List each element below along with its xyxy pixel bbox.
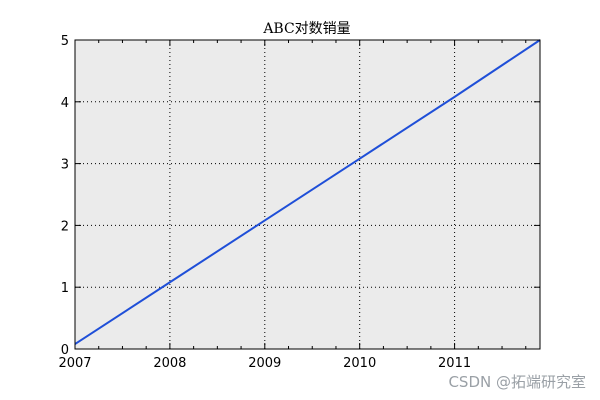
axis-ticks: 2007 2008 2009 2010 2011 0 1 2 3 4 5: [58, 34, 540, 371]
y-tick-label: 4: [61, 96, 69, 111]
y-tick-label: 2: [61, 219, 69, 234]
y-tick-label: 0: [61, 343, 69, 358]
y-tick-label: 5: [61, 34, 69, 49]
x-tick-label: 2007: [58, 356, 91, 371]
x-tick-label: 2009: [248, 356, 281, 371]
x-tick-label: 2008: [153, 356, 186, 371]
watermark: CSDN @拓端研究室: [448, 373, 586, 391]
series-line-0: [74, 39, 541, 345]
series-layer: [74, 39, 541, 345]
chart-title: ABC对数销量: [262, 21, 350, 37]
x-tick-label: 2010: [343, 356, 376, 371]
y-tick-label: 3: [61, 158, 69, 173]
y-tick-label: 1: [61, 281, 69, 296]
x-tick-label: 2011: [438, 356, 471, 371]
plot-frame: [74, 39, 541, 350]
